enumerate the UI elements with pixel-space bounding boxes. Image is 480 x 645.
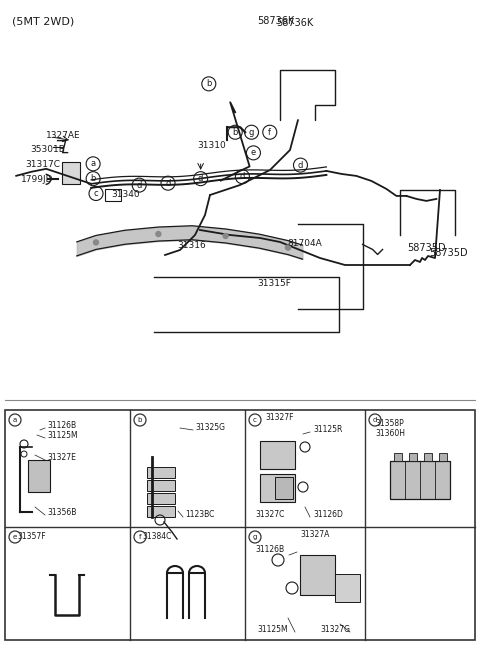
Text: f: f: [139, 534, 141, 540]
FancyBboxPatch shape: [5, 410, 475, 640]
FancyBboxPatch shape: [147, 467, 175, 478]
Text: 31317C: 31317C: [25, 160, 60, 169]
Text: d: d: [298, 161, 303, 170]
Text: a: a: [91, 159, 96, 168]
FancyBboxPatch shape: [390, 461, 450, 499]
Text: 31126B: 31126B: [47, 421, 76, 430]
Text: 1327AE: 1327AE: [46, 131, 80, 140]
Text: (5MT 2WD): (5MT 2WD): [12, 16, 74, 26]
FancyBboxPatch shape: [147, 506, 175, 517]
Text: 58735D: 58735D: [408, 243, 446, 253]
Text: d: d: [373, 417, 377, 423]
FancyBboxPatch shape: [260, 474, 295, 502]
FancyBboxPatch shape: [105, 189, 120, 201]
Text: 81704A: 81704A: [287, 239, 322, 248]
Text: 31340: 31340: [111, 190, 140, 199]
FancyBboxPatch shape: [147, 493, 175, 504]
Text: d: d: [240, 172, 245, 181]
Text: 1799JD: 1799JD: [21, 175, 53, 184]
Text: 31125R: 31125R: [313, 425, 342, 434]
Text: 31327E: 31327E: [47, 453, 76, 462]
Text: 31327G: 31327G: [320, 625, 350, 634]
FancyBboxPatch shape: [147, 480, 175, 491]
Text: e: e: [13, 534, 17, 540]
Text: b: b: [90, 174, 96, 183]
Circle shape: [94, 240, 98, 245]
Text: 31126B: 31126B: [255, 545, 284, 554]
Text: f: f: [268, 128, 271, 137]
Text: 31310: 31310: [197, 141, 226, 150]
Text: 58735D: 58735D: [430, 248, 468, 259]
Text: 31125M: 31125M: [47, 431, 78, 440]
Text: e: e: [251, 148, 256, 157]
FancyBboxPatch shape: [335, 574, 360, 602]
FancyBboxPatch shape: [62, 163, 81, 184]
Text: d: d: [136, 181, 142, 190]
FancyBboxPatch shape: [409, 453, 417, 461]
Text: g: g: [249, 128, 254, 137]
Circle shape: [156, 232, 161, 237]
Circle shape: [286, 245, 290, 250]
FancyBboxPatch shape: [28, 460, 50, 492]
Text: 31357F: 31357F: [17, 532, 46, 541]
Text: c: c: [94, 189, 98, 198]
Text: 31327A: 31327A: [300, 530, 329, 539]
Text: 31325G: 31325G: [195, 423, 225, 432]
Text: g: g: [253, 534, 257, 540]
Text: 31356B: 31356B: [47, 508, 76, 517]
Text: c: c: [253, 417, 257, 423]
Text: 31316: 31316: [178, 241, 206, 250]
Text: b: b: [138, 417, 142, 423]
FancyBboxPatch shape: [394, 453, 402, 461]
Text: 31358P: 31358P: [375, 419, 404, 428]
Text: a: a: [13, 417, 17, 423]
Text: 31384C: 31384C: [142, 532, 171, 541]
Circle shape: [223, 233, 228, 239]
Text: 31360H: 31360H: [375, 429, 405, 438]
Text: b: b: [206, 79, 212, 88]
Text: 1123BC: 1123BC: [185, 510, 215, 519]
Text: 31125M: 31125M: [257, 625, 288, 634]
FancyBboxPatch shape: [275, 477, 293, 499]
FancyBboxPatch shape: [424, 453, 432, 461]
Text: d: d: [165, 179, 171, 188]
Text: 58736K: 58736K: [276, 17, 313, 28]
Text: 31126D: 31126D: [313, 510, 343, 519]
Text: 58736K: 58736K: [257, 15, 295, 26]
Text: 31327F: 31327F: [265, 413, 293, 422]
FancyBboxPatch shape: [439, 453, 447, 461]
FancyBboxPatch shape: [300, 555, 335, 595]
Text: 31315F: 31315F: [257, 279, 291, 288]
Text: 31327C: 31327C: [255, 510, 284, 519]
Text: b: b: [232, 128, 238, 137]
Text: d: d: [198, 174, 204, 183]
FancyBboxPatch shape: [260, 441, 295, 469]
Text: 35301B: 35301B: [30, 145, 65, 154]
